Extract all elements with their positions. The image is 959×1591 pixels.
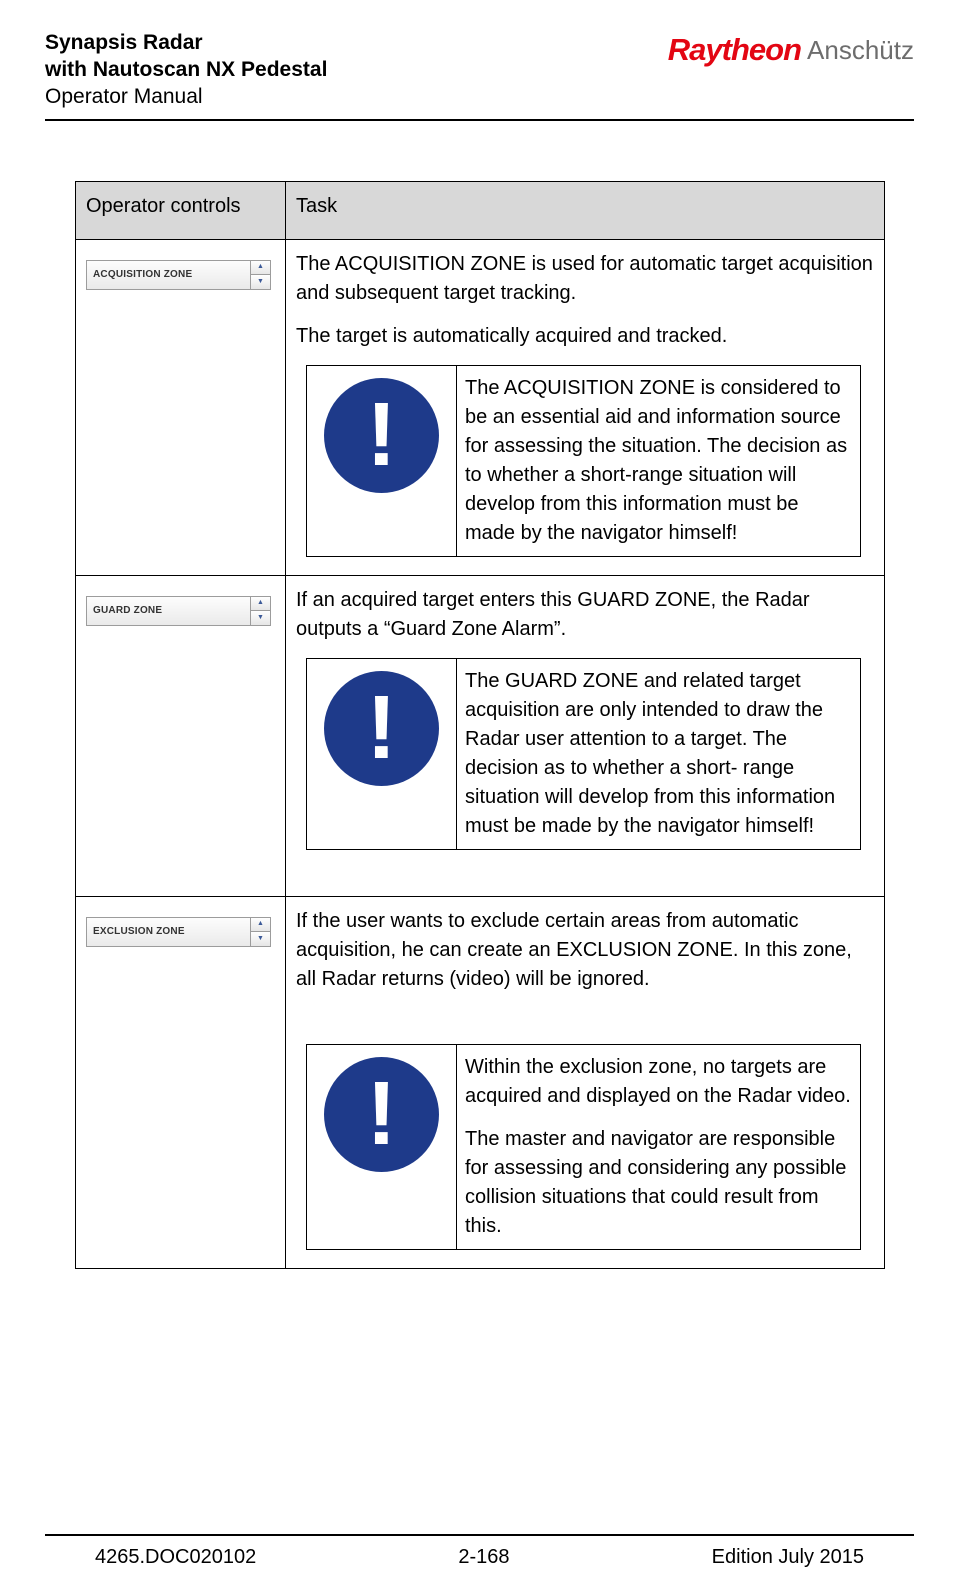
operator-controls-table: Operator controls Task ACQUISITION ZONE … (75, 181, 885, 1269)
footer-edition: Edition July 2015 (712, 1546, 864, 1569)
footer-doc-id: 4265.DOC020102 (95, 1546, 256, 1569)
brand-logo: Raytheon Anschütz (668, 30, 914, 68)
acquisition-zone-control[interactable]: ACQUISITION ZONE ▲ ▼ (86, 260, 271, 291)
header-rule (45, 119, 914, 121)
exclamation-mandatory-icon: ! (324, 378, 439, 493)
guard-zone-control[interactable]: GUARD ZONE ▲ ▼ (86, 596, 271, 627)
note-text: The ACQUISITION ZONE is considered to be… (457, 365, 861, 556)
page-header: Synapsis Radar with Nautoscan NX Pedesta… (45, 30, 914, 111)
note-box: ! The ACQUISITION ZONE is considered to … (306, 365, 861, 557)
title-line-3: Operator Manual (45, 84, 327, 111)
task-text: If the user wants to exclude certain are… (296, 907, 874, 994)
table-row: ACQUISITION ZONE ▲ ▼ The ACQUISITION ZON… (76, 239, 885, 575)
note-box: ! Within the exclusion zone, no targets … (306, 1044, 861, 1250)
spinner-up-icon[interactable]: ▲ (251, 261, 270, 275)
spinner-down-icon[interactable]: ▼ (251, 274, 270, 289)
spinner: ▲ ▼ (250, 261, 270, 290)
table-header-controls: Operator controls (76, 181, 286, 239)
spinner-down-icon[interactable]: ▼ (251, 931, 270, 946)
title-line-2: with Nautoscan NX Pedestal (45, 57, 327, 84)
spinner-up-icon[interactable]: ▲ (251, 918, 270, 932)
note-box: ! The GUARD ZONE and related target acqu… (306, 658, 861, 850)
table-row: GUARD ZONE ▲ ▼ If an acquired target ent… (76, 575, 885, 896)
exclamation-mandatory-icon: ! (324, 1057, 439, 1172)
page-footer: 4265.DOC020102 2-168 Edition July 2015 (45, 1536, 914, 1569)
table-row: EXCLUSION ZONE ▲ ▼ If the user wants to … (76, 896, 885, 1268)
note-text: The master and navigator are responsible… (465, 1125, 852, 1241)
control-label: EXCLUSION ZONE (87, 918, 250, 947)
footer-page-number: 2-168 (458, 1546, 509, 1569)
note-text: Within the exclusion zone, no targets ar… (465, 1053, 852, 1111)
task-text: The ACQUISITION ZONE is used for automat… (296, 250, 874, 308)
anschutz-logo-text: Anschütz (807, 35, 914, 66)
spinner: ▲ ▼ (250, 597, 270, 626)
note-text: The GUARD ZONE and related target acquis… (457, 658, 861, 849)
spinner: ▲ ▼ (250, 918, 270, 947)
raytheon-logo-text: Raytheon (668, 32, 801, 68)
document-title-block: Synapsis Radar with Nautoscan NX Pedesta… (45, 30, 327, 111)
task-text: The target is automatically acquired and… (296, 322, 874, 351)
task-text: If an acquired target enters this GUARD … (296, 586, 874, 644)
title-line-1: Synapsis Radar (45, 30, 327, 57)
control-label: ACQUISITION ZONE (87, 261, 250, 290)
exclamation-mandatory-icon: ! (324, 671, 439, 786)
spinner-down-icon[interactable]: ▼ (251, 610, 270, 625)
spinner-up-icon[interactable]: ▲ (251, 597, 270, 611)
control-label: GUARD ZONE (87, 597, 250, 626)
exclusion-zone-control[interactable]: EXCLUSION ZONE ▲ ▼ (86, 917, 271, 948)
table-header-task: Task (286, 181, 885, 239)
